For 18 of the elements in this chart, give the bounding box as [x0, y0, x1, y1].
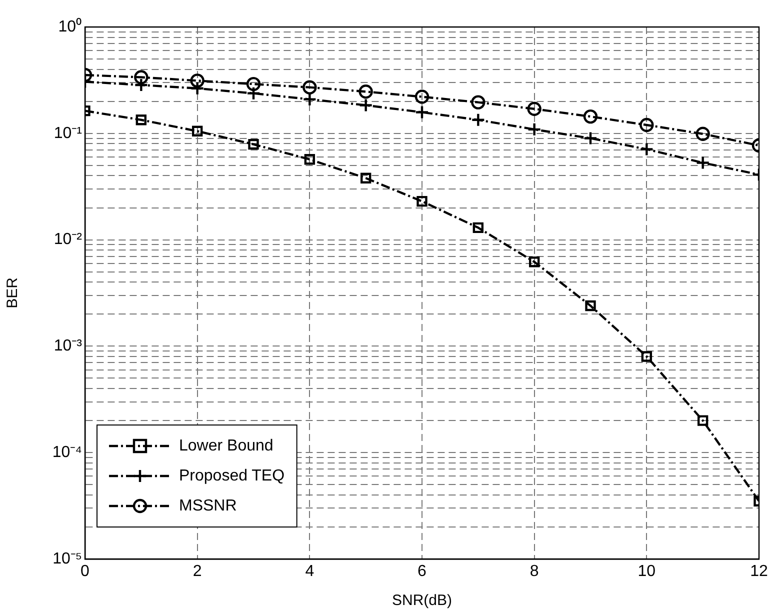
y-tick-label: 10⁻⁴ [52, 444, 82, 462]
x-tick-label: 4 [305, 563, 314, 580]
x-tick-label: 2 [192, 563, 202, 580]
x-axis-title: SNR(dB) [392, 592, 452, 610]
x-tick-label: 8 [530, 563, 539, 580]
legend-label: Proposed TEQ [179, 467, 285, 484]
y-tick-label: 10⁻² [54, 231, 83, 248]
y-axis-title: BER [4, 277, 22, 308]
y-tick-label: 10⁻⁵ [52, 550, 82, 568]
y-tick-label: 10⁰ [58, 17, 82, 36]
y-tick-label: 10⁻¹ [54, 124, 82, 142]
y-tick-label: 10⁻³ [54, 338, 83, 355]
x-tick-label: 6 [418, 563, 427, 580]
x-tick-label: 10 [638, 563, 656, 580]
x-tick-label: 0 [80, 563, 90, 580]
x-tick-label: 12 [750, 563, 768, 580]
legend-label: Lower Bound [179, 437, 274, 454]
legend-label: MSSNR [179, 497, 237, 514]
